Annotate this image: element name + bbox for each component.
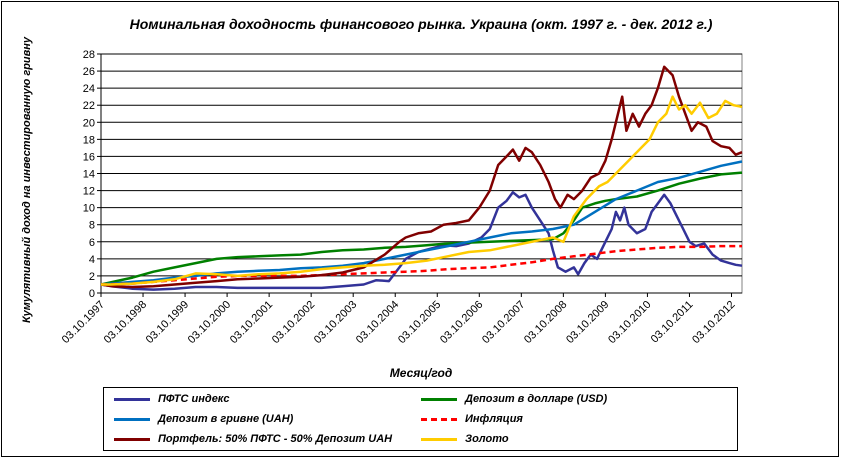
series-line-0 <box>100 191 743 291</box>
y-tick-label: 2 <box>89 271 95 283</box>
series-line-4 <box>100 65 743 289</box>
x-tick-label: 03.10.2000 <box>186 299 233 346</box>
x-tick-label: 03.10.2012 <box>690 299 737 346</box>
legend-item-pfts: ПФТС индекс <box>114 391 230 407</box>
legend-swatch-uah-deposit <box>114 417 150 421</box>
y-tick-label: 24 <box>83 83 95 95</box>
x-axis-label: Месяц/год <box>389 366 453 380</box>
x-tick-label: 03.10.2001 <box>228 299 275 346</box>
x-tick-label: 03.10.2006 <box>438 299 485 346</box>
legend-label-gold: Золото <box>465 433 509 445</box>
x-tick-label: 03.10.2002 <box>270 299 317 346</box>
series-line-3 <box>100 244 742 286</box>
y-tick-label: 20 <box>83 117 95 129</box>
x-tick-label: 03.10.1998 <box>102 299 149 346</box>
x-tick-label: 03.10.1997 <box>60 299 107 346</box>
y-tick-label: 4 <box>89 254 95 266</box>
x-tick-label: 03.10.2003 <box>312 299 359 346</box>
chart-title: Номинальная доходность финансового рынка… <box>129 16 713 32</box>
legend-item-usd-deposit: Депозит в долларе (USD) <box>421 391 607 407</box>
legend-label-usd-deposit: Депозит в долларе (USD) <box>465 393 608 405</box>
y-tick-label: 6 <box>89 237 95 249</box>
legend-swatch-portfolio <box>114 437 150 441</box>
y-tick-label: 0 <box>89 288 95 300</box>
y-axis-label: Кумулятивный доход на инвестированную гр… <box>21 36 33 323</box>
x-tick-label: 03.10.1999 <box>144 299 191 346</box>
legend-swatch-inflation <box>421 417 457 421</box>
x-tick-label: 03.10.2008 <box>522 299 569 346</box>
x-tick-label: 03.10.2009 <box>564 299 611 346</box>
series-line-5 <box>101 95 743 286</box>
y-tick-label: 18 <box>83 134 95 146</box>
x-tick-label: 03.10.2007 <box>480 299 527 346</box>
x-tick-label: 03.10.2004 <box>354 299 401 346</box>
y-tick-label: 28 <box>83 49 95 61</box>
y-tick-label: 16 <box>83 151 95 163</box>
legend-label-uah-deposit: Депозит в гривне (UAH) <box>158 413 294 425</box>
legend-label-portfolio: Портфель: 50% ПФТС - 50% Депозит UAH <box>158 433 393 445</box>
legend-item-gold: Золото <box>421 431 509 447</box>
y-tick-label: 14 <box>83 169 95 181</box>
legend-item-inflation: Инфляция <box>421 411 523 427</box>
legend-swatch-usd-deposit <box>421 397 457 401</box>
legend: ПФТС индекс Депозит в долларе (USD) Депо… <box>103 387 738 451</box>
x-tick-label: 03.10.2005 <box>396 299 443 346</box>
y-tick-label: 8 <box>89 220 95 232</box>
legend-item-portfolio: Портфель: 50% ПФТС - 50% Депозит UAH <box>114 431 392 447</box>
legend-item-uah-deposit: Депозит в гривне (UAH) <box>114 411 293 427</box>
y-tick-label: 22 <box>83 100 95 112</box>
legend-swatch-pfts <box>114 397 150 401</box>
x-tick-label: 03.10.2011 <box>649 299 696 346</box>
y-tick-label: 10 <box>83 203 95 215</box>
y-tick-label: 26 <box>83 66 95 78</box>
y-tick-label: 12 <box>83 186 95 198</box>
y-axis-label-text: Кумулятивный доход на инвестированную гр… <box>21 36 33 323</box>
legend-swatch-gold <box>421 437 457 441</box>
legend-label-inflation: Инфляция <box>465 413 523 425</box>
x-tick-label: 03.10.2010 <box>606 299 653 346</box>
legend-label-pfts: ПФТС индекс <box>158 393 230 405</box>
